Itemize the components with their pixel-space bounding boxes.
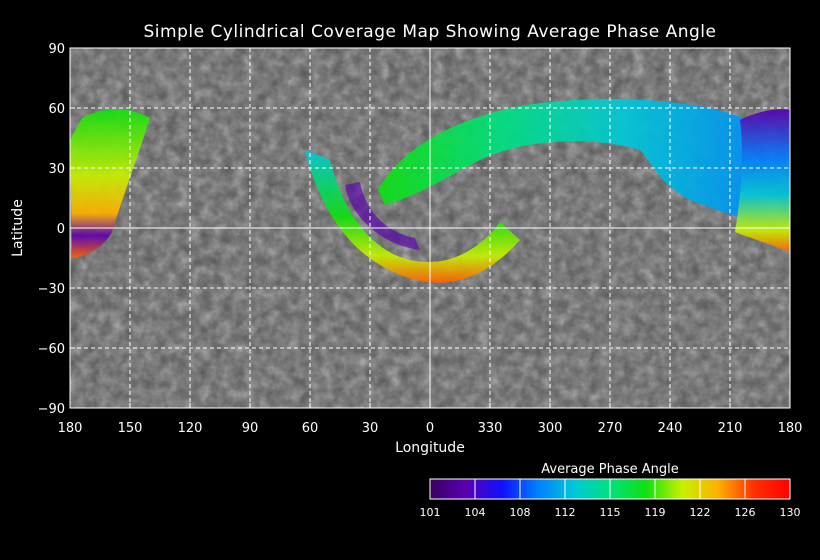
longitude-tick-label: 30 xyxy=(362,421,379,436)
coverage-swath-east xyxy=(735,109,790,252)
longitude-tick-label: 240 xyxy=(658,421,683,436)
colorbar-tick-label: 122 xyxy=(690,506,711,519)
coverage-swath-central-inner xyxy=(345,182,420,250)
colorbar-ticks: 101 104 108 112 115 119 122 126 130 xyxy=(420,479,801,519)
colorbar-tick-label: 108 xyxy=(510,506,531,519)
colorbar-tick-label: 115 xyxy=(600,506,621,519)
latitude-tick-label: 60 xyxy=(48,102,65,117)
longitude-tick-labels: 180 150 120 90 60 30 0 330 300 270 240 210 180 xyxy=(58,403,803,436)
colorbar-tick-label: 104 xyxy=(465,506,486,519)
colorbar-tick-label: 112 xyxy=(555,506,576,519)
longitude-tick-label: 90 xyxy=(242,421,259,436)
latitude-tick-label: −90 xyxy=(38,402,65,417)
latitude-tick-label: −30 xyxy=(38,282,65,297)
latitude-tick-label: 30 xyxy=(48,162,65,177)
longitude-tick-label: 300 xyxy=(538,421,563,436)
y-axis-title: Latitude xyxy=(10,199,26,257)
colorbar-tick-label: 119 xyxy=(645,506,666,519)
longitude-tick-label: 120 xyxy=(178,421,203,436)
longitude-tick-label: 0 xyxy=(426,421,434,436)
latitude-tick-labels: 90 60 30 0 −30 −60 −90 xyxy=(38,42,75,417)
latitude-tick-label: 0 xyxy=(57,222,65,237)
longitude-tick-label: 330 xyxy=(478,421,503,436)
coverage-swath-central-south xyxy=(305,150,520,283)
longitude-tick-label: 210 xyxy=(718,421,743,436)
colorbar-tick-label: 101 xyxy=(420,506,441,519)
graticule xyxy=(70,48,790,408)
colorbar: Average Phase Angle 101 104 108 112 115 119 12… xyxy=(420,462,801,519)
x-axis-title: Longitude xyxy=(395,440,465,456)
coverage-swath-north-arc xyxy=(378,99,790,228)
latitude-tick-label: 90 xyxy=(48,42,65,57)
colorbar-title: Average Phase Angle xyxy=(541,462,678,477)
longitude-tick-label: 150 xyxy=(118,421,143,436)
page-title: Simple Cylindrical Coverage Map Showing … xyxy=(143,22,717,42)
latitude-tick-label: −60 xyxy=(38,342,65,357)
colorbar-tick-label: 130 xyxy=(780,506,801,519)
longitude-tick-label: 180 xyxy=(58,421,83,436)
colorbar-tick-label: 126 xyxy=(735,506,756,519)
longitude-tick-label: 270 xyxy=(598,421,623,436)
longitude-tick-label: 180 xyxy=(778,421,803,436)
longitude-tick-label: 60 xyxy=(302,421,319,436)
